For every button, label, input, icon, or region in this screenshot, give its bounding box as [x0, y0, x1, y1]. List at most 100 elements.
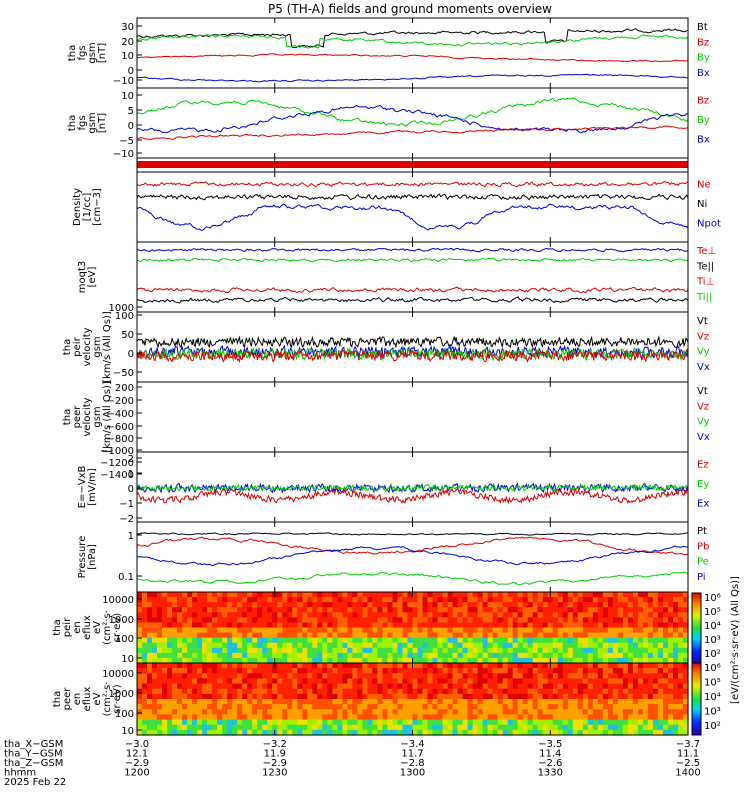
spectrogram-ion-cell — [227, 602, 233, 608]
spectrogram-electron-cell — [422, 673, 429, 679]
spectrogram-ion-cell — [467, 617, 474, 624]
spectrogram-electron-cell — [427, 668, 434, 674]
spectrogram-ion-cell — [157, 622, 163, 629]
spectrogram-ion-cell — [457, 622, 464, 629]
spectrogram-ion-cell — [668, 647, 674, 654]
spectrogram-ion-cell — [202, 612, 208, 618]
spectrogram-electron-cell — [422, 729, 429, 736]
spectrogram-ion-cell — [382, 607, 388, 613]
spectrogram-electron-cell — [668, 714, 674, 721]
spectrogram-ion-cell — [477, 642, 484, 649]
spectrogram-electron-cell — [302, 714, 308, 721]
spectrogram-electron-cell — [637, 683, 644, 690]
spectrogram-ion-cell — [372, 637, 378, 644]
spectrogram-electron-cell — [217, 704, 223, 710]
spectrogram-ion-cell — [532, 632, 539, 639]
spectrogram-ion-cell — [207, 652, 213, 659]
spectrogram-ion-cell — [192, 597, 198, 603]
spectrogram-ion-cell — [567, 622, 574, 629]
spectrogram-ion-cell — [557, 647, 564, 654]
footer-value-3-1: 1230 — [262, 768, 287, 779]
legend-bz: Bz — [697, 37, 709, 48]
spectrogram-electron-cell — [162, 673, 168, 679]
spectrogram-electron-cell — [282, 683, 288, 690]
spectrogram-ion-cell — [657, 612, 664, 618]
spectrogram-ion-cell — [372, 632, 378, 639]
spectrogram-electron-cell — [647, 688, 654, 695]
spectrogram-electron-cell — [337, 704, 343, 710]
spectrogram-electron-cell — [237, 693, 243, 700]
spectrogram-ion-cell — [327, 617, 333, 624]
spectrogram-electron-cell — [647, 729, 654, 736]
spectrogram-ion-cell — [357, 657, 363, 664]
spectrogram-ion-cell — [387, 617, 394, 624]
spectrogram-ion-cell — [402, 632, 409, 639]
spectrogram-ion-cell — [277, 627, 283, 634]
spectrogram-ion-cell — [187, 652, 193, 659]
spectrogram-electron-cell — [642, 719, 649, 726]
quality-flag-bar — [137, 161, 688, 168]
spectrogram-ion-cell — [507, 642, 514, 649]
spectrogram-ion-cell — [517, 637, 524, 644]
spectrogram-ion-cell — [522, 657, 529, 664]
spectrogram-ion-cell — [192, 637, 198, 644]
spectrogram-ion-cell — [417, 592, 424, 598]
spectrogram-ion-cell — [267, 657, 273, 664]
spectrogram-electron-cell — [357, 678, 363, 685]
spectrogram-electron-cell — [372, 688, 378, 695]
spectrogram-electron-cell — [502, 683, 509, 690]
spectrogram-ion-cell — [182, 642, 188, 649]
spectrogram-electron-cell — [377, 719, 383, 726]
spectrogram-ion-cell — [272, 627, 278, 634]
spectrogram-ion-cell — [617, 642, 624, 649]
spectrogram-electron-cell — [412, 673, 419, 679]
spectrogram-ion-cell — [542, 607, 549, 613]
spectrogram-ion-cell — [582, 622, 589, 629]
spectrogram-electron-cell — [287, 729, 293, 736]
spectrogram-ion-cell — [567, 632, 574, 639]
spectrogram-ion-cell — [562, 617, 569, 624]
spectrogram-ion-cell — [312, 597, 318, 603]
spectrogram-ion-cell — [597, 607, 604, 613]
spectrogram-electron-cell — [668, 683, 674, 690]
y-axis-label-10: tha peer en eflux eV (cm²·s· sr·eV) — [52, 682, 123, 717]
spectrogram-ion-cell — [482, 617, 489, 624]
spectrogram-electron-cell — [252, 729, 258, 736]
spectrogram-electron-cell — [357, 719, 363, 726]
spectrogram-electron-cell — [527, 693, 534, 700]
spectrogram-electron-cell — [292, 719, 298, 726]
footer-value-0-4: −3.7 — [676, 739, 700, 750]
spectrogram-ion-cell — [432, 632, 439, 639]
spectrogram-electron-cell — [522, 719, 529, 726]
spectrogram-electron-cell — [487, 719, 494, 726]
legend-pt: Pt — [697, 526, 707, 537]
spectrogram-ion-cell — [447, 592, 454, 598]
spectrogram-electron-cell — [332, 688, 338, 695]
spectrogram-ion-cell — [452, 607, 459, 613]
spectrogram-ion-cell — [482, 642, 489, 649]
spectrogram-electron-cell — [663, 673, 669, 679]
spectrogram-electron-cell — [147, 724, 153, 731]
spectrogram-electron-cell — [602, 719, 609, 726]
spectrogram-electron-cell — [678, 693, 684, 700]
spectrogram-ion-cell — [277, 592, 283, 598]
legend-vz: Vz — [697, 331, 709, 342]
spectrogram-electron-cell — [192, 668, 198, 674]
spectrogram-ion-cell — [457, 617, 464, 624]
spectrogram-ion-cell — [232, 642, 238, 649]
figure-title: P5 (TH-A) fields and ground moments over… — [268, 2, 552, 16]
spectrogram-ion-cell — [417, 637, 424, 644]
spectrogram-ion-cell — [177, 637, 183, 644]
spectrogram-electron-cell — [462, 724, 469, 731]
spectrogram-electron-cell — [607, 714, 614, 721]
spectrogram-electron-cell — [587, 729, 594, 736]
spectrogram-ion-cell — [272, 597, 278, 603]
spectrogram-electron-cell — [347, 729, 353, 736]
spectrogram-electron-cell — [322, 719, 328, 726]
spectrogram-electron-cell — [387, 678, 394, 685]
spectrogram-ion-cell — [642, 612, 649, 618]
spectrogram-electron-cell — [152, 683, 158, 690]
spectrogram-ion-cell — [487, 632, 494, 639]
spectrogram-ion-cell — [372, 627, 378, 634]
spectrogram-ion-cell — [592, 622, 599, 629]
